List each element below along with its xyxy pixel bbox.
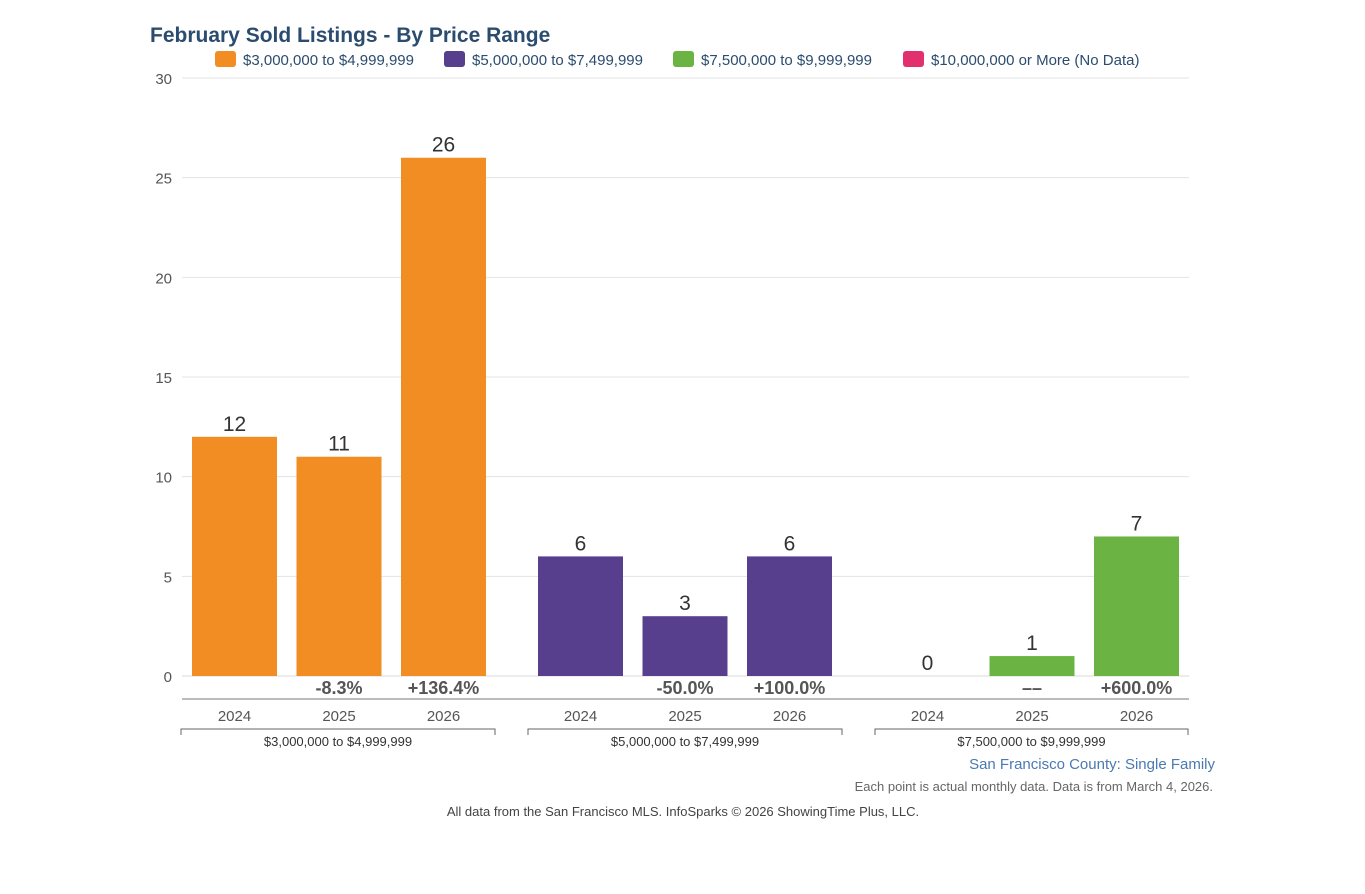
group-label: $3,000,000 to $4,999,999 xyxy=(264,734,412,749)
chart-note: Each point is actual monthly data. Data … xyxy=(855,779,1213,794)
x-tick-label: 2025 xyxy=(1015,708,1048,725)
bar[interactable] xyxy=(1094,536,1179,676)
y-axis: 0 5 10 15 20 25 30 xyxy=(155,71,172,686)
bar[interactable] xyxy=(747,556,832,676)
legend-label: $7,500,000 to $9,999,999 xyxy=(701,52,872,69)
x-tick-label: 2026 xyxy=(1120,708,1153,725)
y-tick-label: 15 xyxy=(155,370,172,387)
bar-value-label: 11 xyxy=(328,433,350,456)
legend-label: $3,000,000 to $4,999,999 xyxy=(243,52,414,69)
group-label: $7,500,000 to $9,999,999 xyxy=(957,734,1105,749)
legend-swatch xyxy=(444,51,465,67)
x-axis: 2024 -8.3% 2025 +136.4% 2026 $3,000,000 to $4… xyxy=(180,678,1189,749)
y-tick-label: 25 xyxy=(155,171,172,188)
change-label: -8.3% xyxy=(315,678,362,698)
group-bracket xyxy=(180,728,496,735)
y-tick-label: 20 xyxy=(155,270,172,287)
bar[interactable] xyxy=(538,556,623,676)
bar-value-label: 26 xyxy=(432,134,455,157)
legend-label: $10,000,000 or More (No Data) xyxy=(931,52,1139,69)
legend-swatch xyxy=(903,51,924,67)
legend-label: $5,000,000 to $7,499,999 xyxy=(472,52,643,69)
chart-subtitle: San Francisco County: Single Family xyxy=(969,756,1215,773)
x-tick-label: 2026 xyxy=(773,708,806,725)
bar-value-label: 1 xyxy=(1026,632,1038,655)
y-tick-label: 5 xyxy=(164,569,172,586)
legend-item[interactable]: $5,000,000 to $7,499,999 xyxy=(444,51,643,69)
bar-value-label: 0 xyxy=(922,652,934,675)
legend: $3,000,000 to $4,999,999 $5,000,000 to $7… xyxy=(215,51,1139,69)
change-label: -50.0% xyxy=(656,678,713,698)
change-label: –– xyxy=(1022,678,1042,698)
x-tick-label: 2024 xyxy=(218,708,251,725)
legend-swatch xyxy=(215,51,236,67)
legend-item[interactable]: $3,000,000 to $4,999,999 xyxy=(215,51,414,69)
legend-item[interactable]: $10,000,000 or More (No Data) xyxy=(903,51,1139,69)
bar-value-label: 6 xyxy=(575,532,587,555)
bar[interactable] xyxy=(192,436,277,676)
x-tick-label: 2025 xyxy=(322,708,355,725)
group-bracket xyxy=(874,728,1189,735)
legend-item[interactable]: $7,500,000 to $9,999,999 xyxy=(673,51,872,69)
bar[interactable] xyxy=(642,616,728,676)
y-tick-label: 0 xyxy=(164,669,172,686)
x-tick-label: 2025 xyxy=(668,708,701,725)
x-tick-label: 2024 xyxy=(564,708,597,725)
chart-title: February Sold Listings - By Price Range xyxy=(150,24,550,47)
bar-value-label: 12 xyxy=(223,413,246,436)
bar-value-label: 3 xyxy=(679,592,691,615)
group-label: $5,000,000 to $7,499,999 xyxy=(611,734,759,749)
bars: 12 11 26 6 3 6 0 1 7 xyxy=(192,134,1179,676)
y-tick-label: 10 xyxy=(155,470,172,487)
bar-value-label: 6 xyxy=(784,532,796,555)
group-bracket xyxy=(527,728,843,735)
chart-footer: All data from the San Francisco MLS. Inf… xyxy=(447,804,919,819)
x-tick-label: 2026 xyxy=(427,708,460,725)
change-label: +600.0% xyxy=(1101,678,1173,698)
bar-value-label: 7 xyxy=(1131,512,1143,535)
x-tick-label: 2024 xyxy=(911,708,944,725)
bar[interactable] xyxy=(296,456,382,676)
change-label: +136.4% xyxy=(408,678,480,698)
legend-swatch xyxy=(673,51,694,67)
bar[interactable] xyxy=(401,157,486,676)
y-tick-label: 30 xyxy=(155,71,172,88)
change-label: +100.0% xyxy=(754,678,826,698)
bar[interactable] xyxy=(989,656,1075,676)
